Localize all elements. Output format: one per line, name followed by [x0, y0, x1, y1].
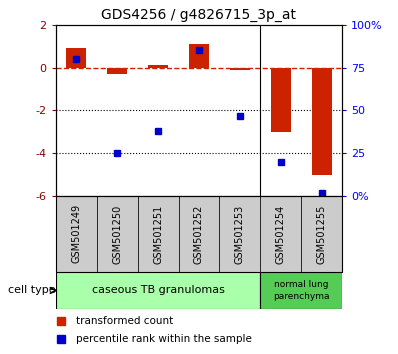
Bar: [56, 196, 97, 272]
Text: percentile rank within the sample: percentile rank within the sample: [76, 334, 252, 344]
Bar: [189, 44, 209, 68]
Text: GSM501253: GSM501253: [235, 204, 245, 263]
Bar: [312, 68, 332, 175]
Text: cell type: cell type: [8, 285, 56, 296]
Text: GSM501252: GSM501252: [194, 204, 204, 264]
Bar: [66, 48, 86, 68]
Bar: [260, 196, 301, 272]
Text: GSM501249: GSM501249: [71, 204, 81, 263]
Bar: [271, 68, 291, 132]
Bar: [56, 272, 260, 309]
Text: GSM501254: GSM501254: [276, 204, 286, 263]
Bar: [179, 196, 219, 272]
Bar: [148, 65, 168, 68]
Text: transformed count: transformed count: [76, 316, 173, 326]
Bar: [138, 196, 179, 272]
Text: GSM501251: GSM501251: [153, 204, 163, 263]
Bar: [260, 272, 342, 309]
Title: GDS4256 / g4826715_3p_at: GDS4256 / g4826715_3p_at: [101, 8, 297, 22]
Bar: [97, 196, 138, 272]
Text: GSM501250: GSM501250: [112, 204, 122, 263]
Bar: [219, 196, 260, 272]
Text: GSM501255: GSM501255: [317, 204, 327, 264]
Bar: [107, 68, 127, 74]
Text: caseous TB granulomas: caseous TB granulomas: [92, 285, 224, 296]
Bar: [301, 196, 342, 272]
Bar: [230, 68, 250, 70]
Text: normal lung
parenchyma: normal lung parenchyma: [273, 280, 330, 301]
